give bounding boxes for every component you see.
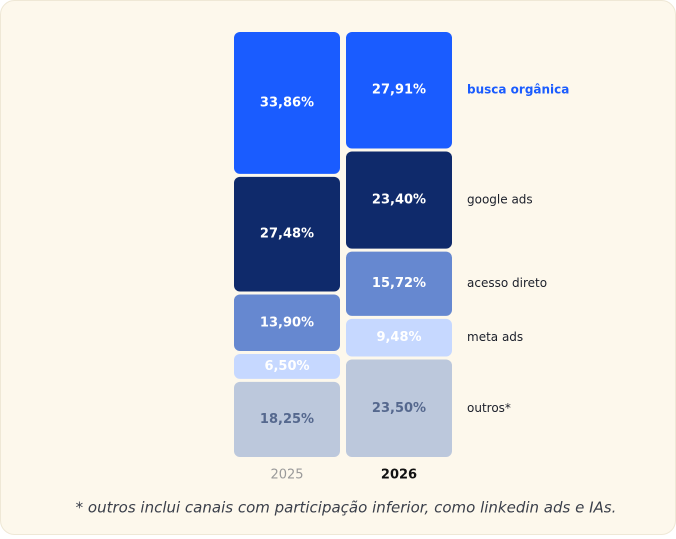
- value-label: 13,90%: [260, 315, 314, 330]
- value-label: 27,91%: [372, 83, 426, 98]
- bar-segment: [346, 32, 452, 149]
- bar-segment: [346, 151, 452, 249]
- x-tick-label: 2026: [381, 468, 417, 483]
- bar-segment: [346, 359, 452, 458]
- value-label: 18,25%: [260, 412, 314, 427]
- value-label: 9,48%: [376, 330, 421, 345]
- bar-segment: [346, 251, 452, 316]
- bar-segment: [234, 32, 340, 174]
- bar-segment: [234, 354, 340, 379]
- value-label: 23,40%: [372, 193, 426, 208]
- legend-label: outros*: [467, 401, 511, 415]
- value-label: 33,86%: [260, 95, 314, 110]
- legend-label: google ads: [467, 193, 533, 207]
- value-label: 27,48%: [260, 227, 314, 242]
- x-tick-label: 2025: [270, 468, 303, 483]
- footnote: * outros inclui canais com participação …: [76, 499, 617, 517]
- legend-label: acesso direto: [467, 276, 547, 290]
- bar-segment: [234, 294, 340, 352]
- bar-segment: [346, 318, 452, 357]
- legend-label: meta ads: [467, 330, 523, 344]
- value-label: 15,72%: [372, 276, 426, 291]
- value-label: 23,50%: [372, 401, 426, 416]
- bar-segment: [234, 176, 340, 292]
- bar-segment: [234, 381, 340, 457]
- value-label: 6,50%: [264, 359, 309, 374]
- legend-label: busca orgânica: [467, 83, 569, 97]
